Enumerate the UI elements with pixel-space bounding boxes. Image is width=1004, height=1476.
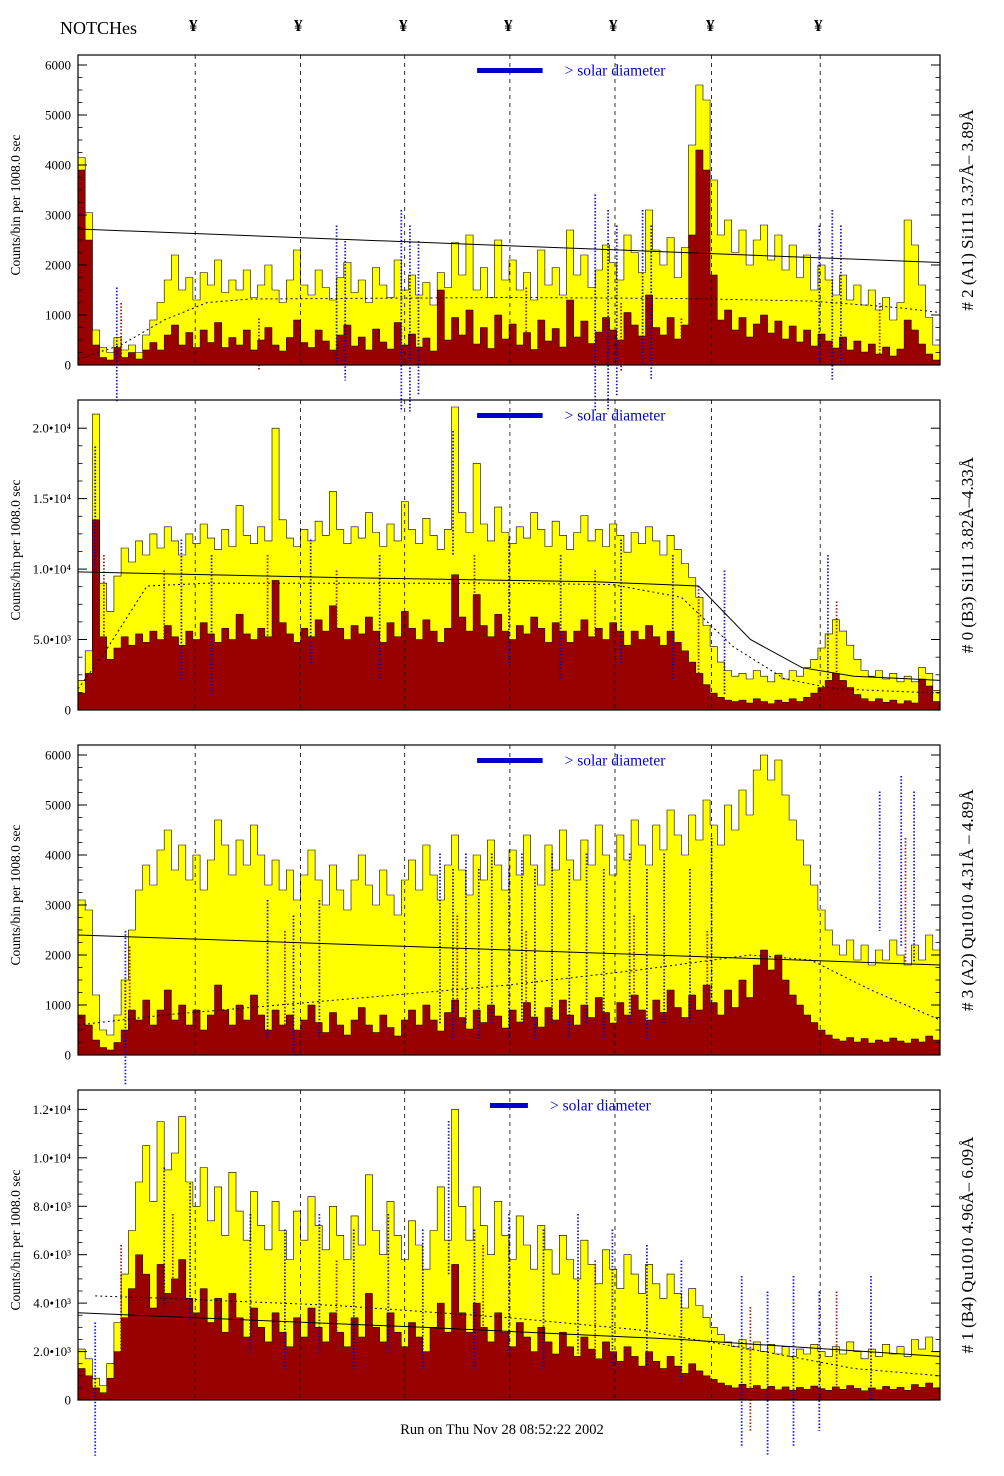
solar-diameter-label: > solar diameter — [565, 408, 667, 425]
notch-symbol: ¥ — [814, 16, 823, 35]
y-axis-title: Counts/bin per 1008.0 sec — [8, 824, 23, 966]
plot-frame — [77, 54, 941, 366]
run-timestamp: Run on Thu Nov 28 08:52:22 2002 — [400, 1422, 604, 1438]
notch-symbol: ¥ — [189, 16, 198, 35]
ytick-label: 3000 — [45, 898, 71, 913]
dotted-background-curve — [95, 1295, 941, 1377]
solar-diameter-bar — [490, 1103, 528, 1108]
ytick-label: 1000 — [45, 308, 71, 323]
plot-frame — [77, 1089, 941, 1401]
plot-area: 0 2.0•10³ 4.0•10³ 6.0•10³ 8.0•10³ 1.0•10⁴ 1.2•… — [33, 1089, 941, 1456]
dotted-background-curve — [77, 296, 941, 360]
ytick-label: 8.0•10³ — [33, 1199, 71, 1214]
ytick-label: 6000 — [45, 58, 71, 73]
notch-symbol: ¥ — [504, 16, 513, 35]
plot-area: 0 1000 2000 3000 4000 5000 6000 > solar diamete… — [45, 54, 941, 412]
solar-diameter-bar — [477, 758, 543, 763]
solar-diameter-label: > solar diameter — [550, 1098, 652, 1115]
y-axis-title: Counts/bin per 1008.0 sec — [8, 134, 23, 276]
panel-right-label: # 2 (A1) Si111 3.37Å– 3.89Å — [958, 109, 977, 311]
notch-symbol: ¥ — [706, 16, 715, 35]
ytick-label: 4000 — [45, 848, 71, 863]
dotted-background-curve — [77, 954, 941, 1026]
notch-symbol: ¥ — [609, 16, 618, 35]
ytick-label: 1.5•10⁴ — [33, 491, 72, 506]
ytick-label: 1000 — [45, 998, 71, 1013]
solar-diameter-label: > solar diameter — [565, 753, 667, 770]
ytick-label: 2.0•10⁴ — [33, 421, 72, 436]
solar-diameter-label: > solar diameter — [565, 63, 667, 80]
y-axis-title: Counts/bin per 1008.0 sec — [8, 1169, 23, 1311]
ytick-label: 1.0•10⁴ — [33, 1150, 72, 1165]
ytick-label: 0 — [65, 1048, 72, 1063]
ytick-label: 3000 — [45, 208, 71, 223]
solar-diameter-bar — [477, 413, 543, 418]
ytick-label: 2000 — [45, 948, 71, 963]
ytick-label: 0 — [65, 358, 72, 373]
panel-chart-0: 0 1000 2000 3000 4000 5000 6000 > solar diamete… — [45, 54, 941, 412]
ytick-label: 1.2•10⁴ — [33, 1102, 72, 1117]
yellow-histogram — [77, 84, 941, 366]
ytick-label: 4.0•10³ — [33, 1296, 71, 1311]
ytick-label: 0 — [65, 1393, 72, 1408]
ytick-label: 6000 — [45, 748, 71, 763]
plot-frame — [77, 399, 941, 711]
solid-threshold-line — [77, 228, 941, 263]
ytick-label: 2.0•10³ — [33, 1344, 71, 1359]
panel-chart-2: 0 1000 2000 3000 4000 5000 6000 > solar diamete… — [45, 744, 941, 1086]
ytick-label: 5000 — [45, 108, 71, 123]
solar-diameter-bar — [477, 68, 543, 73]
plot-frame — [77, 744, 941, 1056]
solid-threshold-line — [77, 934, 941, 966]
dark-red-histogram — [77, 149, 941, 366]
ytick-label: 1.0•10⁴ — [33, 562, 72, 577]
notch-symbol: ¥ — [294, 16, 303, 35]
panel-chart-3: 0 2.0•10³ 4.0•10³ 6.0•10³ 8.0•10³ 1.0•10⁴ 1.2•… — [33, 1089, 941, 1456]
notch-symbol: ¥ — [399, 16, 408, 35]
plot-area: 0 5.0•10³ 1.0•10⁴ 1.5•10⁴ 2.0•10⁴ > solar dia… — [33, 399, 941, 718]
ytick-label: 0 — [65, 703, 72, 718]
ytick-label: 5.0•10³ — [33, 632, 71, 647]
ytick-label: 4000 — [45, 158, 71, 173]
panel-chart-1: 0 5.0•10³ 1.0•10⁴ 1.5•10⁴ 2.0•10⁴ > solar dia… — [33, 399, 941, 718]
solid-threshold-line — [77, 1312, 941, 1357]
yellow-histogram — [77, 754, 941, 1056]
solid-threshold-line — [77, 571, 941, 681]
ytick-label: 5000 — [45, 798, 71, 813]
panel-right-label: # 1 (B4) Qu1010 4.96Å– 6.09Å — [958, 1136, 977, 1354]
ytick-label: 6.0•10³ — [33, 1247, 71, 1262]
y-axis-title: Counts/bin per 1008.0 sec — [8, 479, 23, 621]
panel-right-label: # 3 (A2) Qu1010 4.31Å – 4.89Å — [958, 789, 977, 1011]
plot-area: 0 1000 2000 3000 4000 5000 6000 > solar diamete… — [45, 744, 941, 1086]
notches-title: NOTCHes — [60, 18, 137, 38]
panel-right-label: # 0 (B3) Si111 3.82Å–4.33Å — [958, 456, 977, 654]
ytick-label: 2000 — [45, 258, 71, 273]
